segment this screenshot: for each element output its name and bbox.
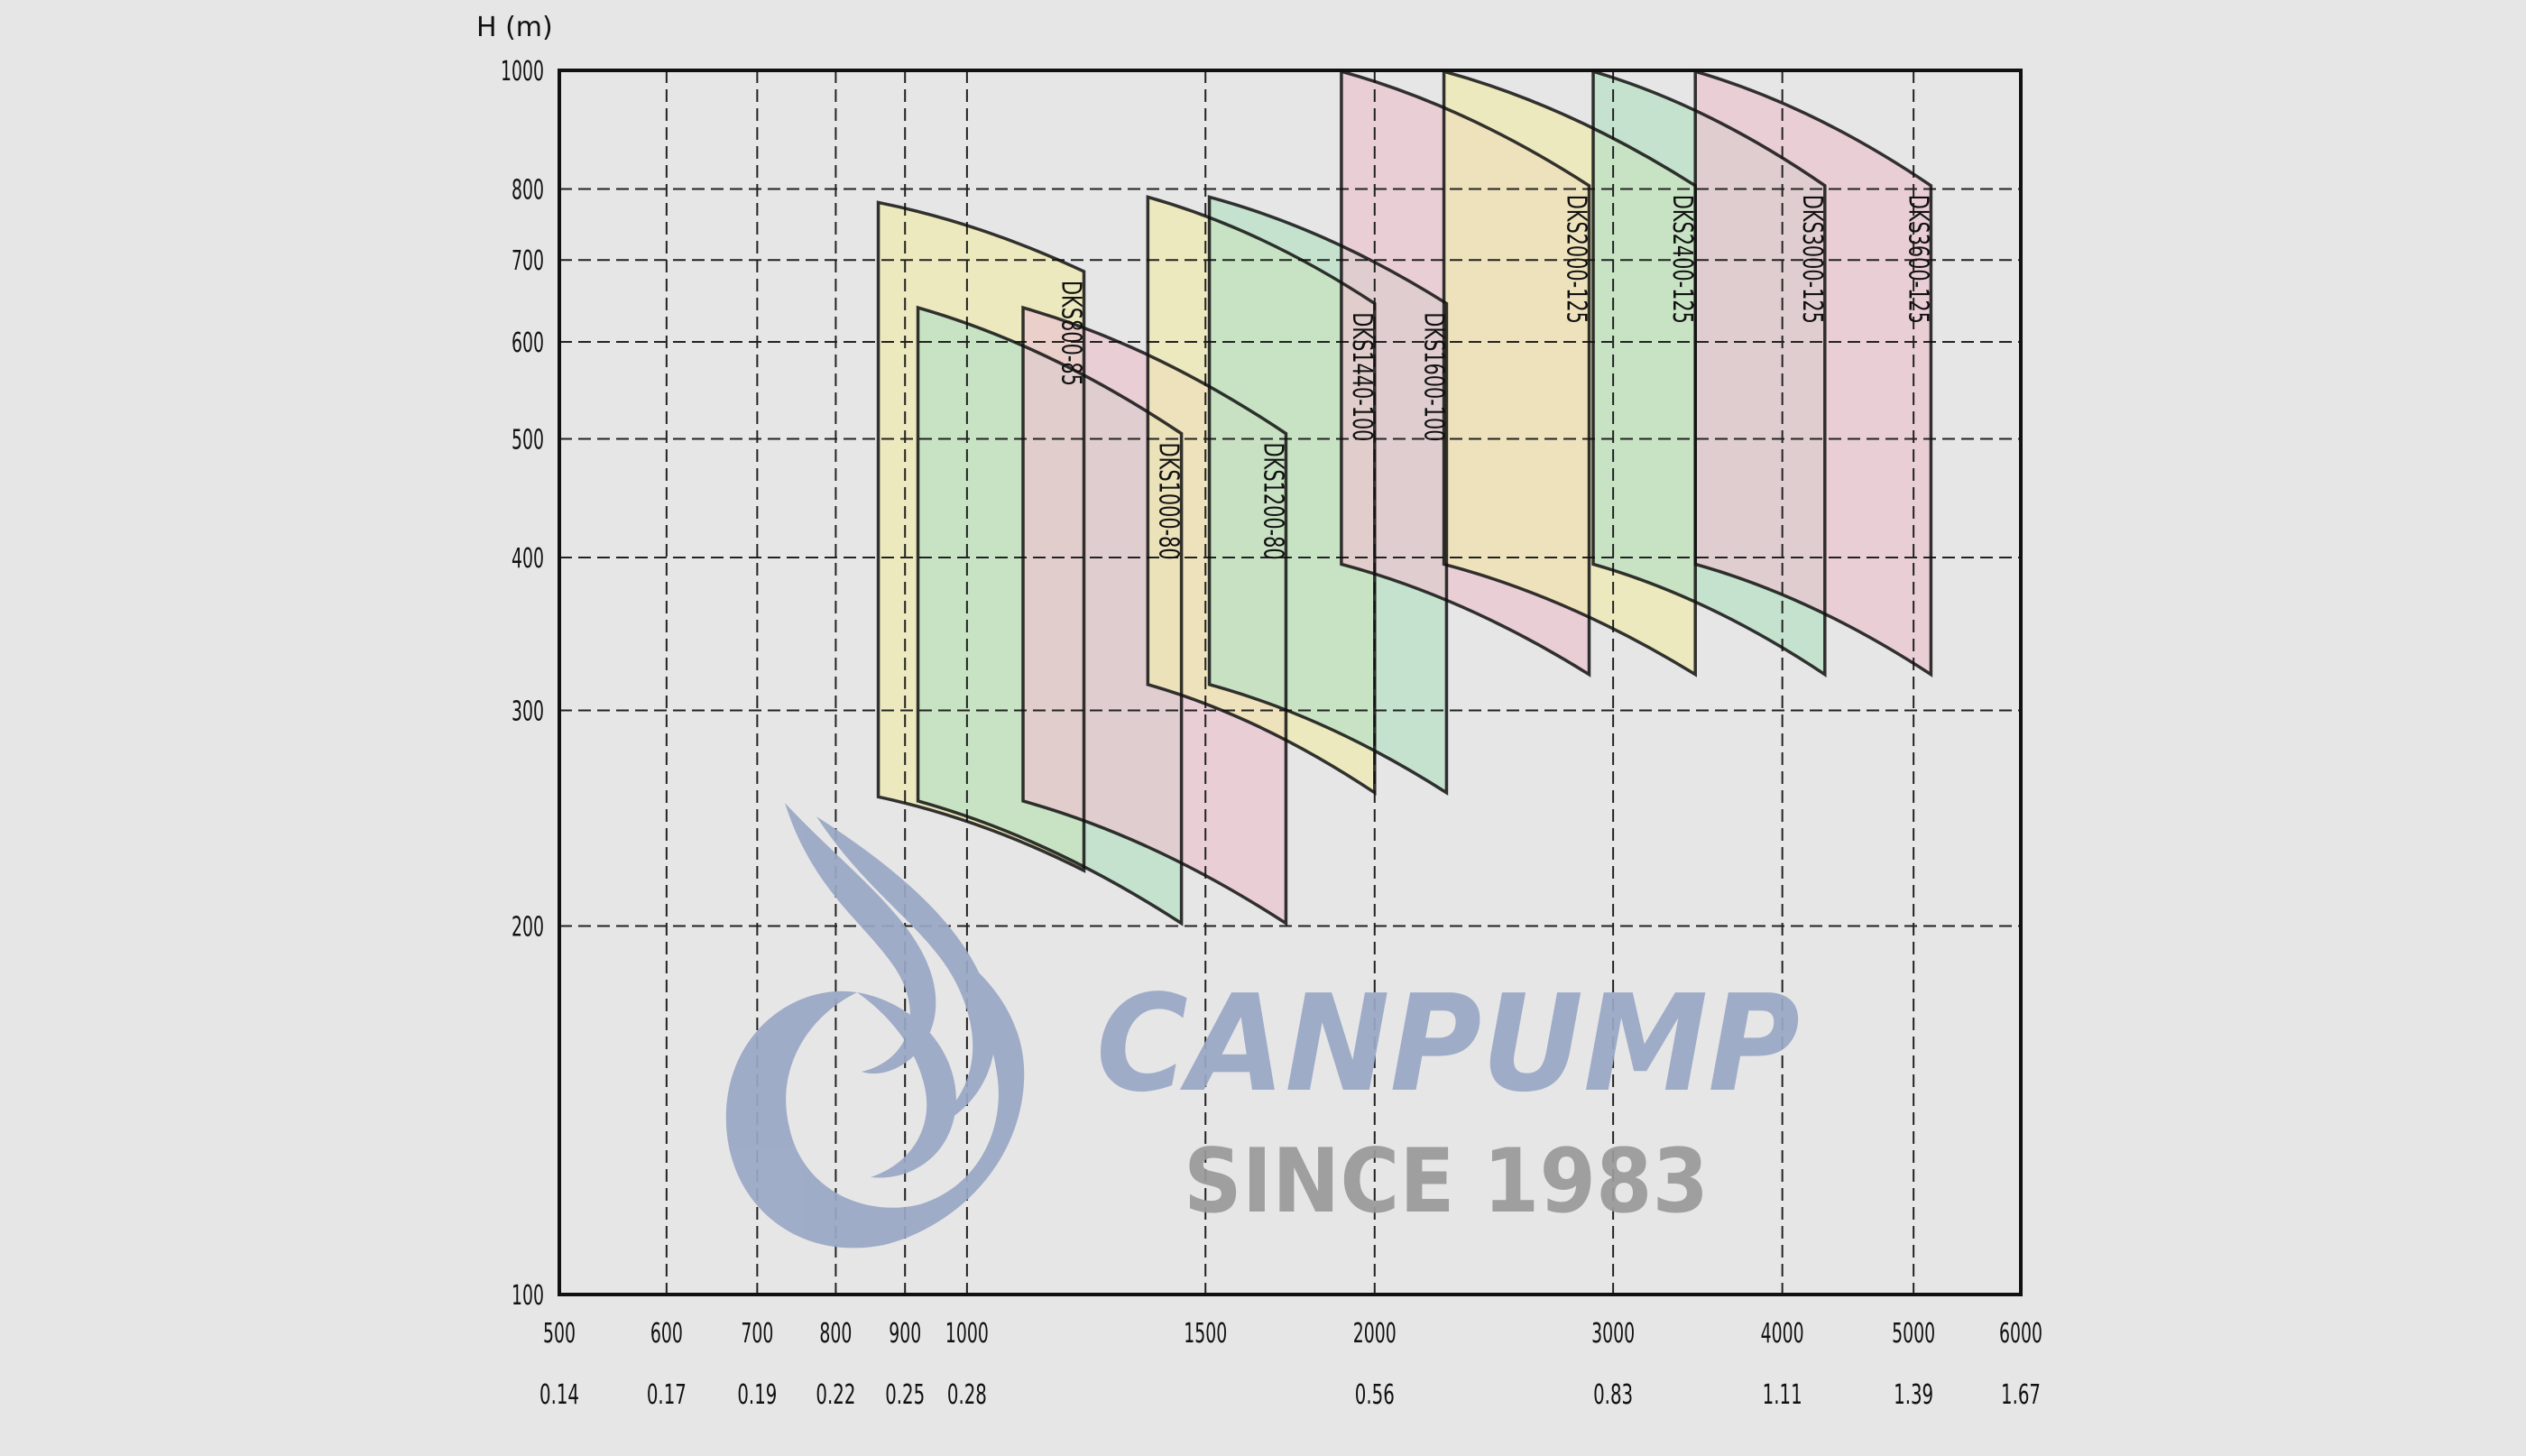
axis-tick-labels: 100 200 300 400 500 600 700 800 1000 500 600 700 800…: [501, 56, 2042, 1411]
region-outline-dks3000-125: [1591, 69, 1827, 677]
y-tick-label-100: 100: [512, 1280, 544, 1312]
x-secondary-label-600: 0.17: [647, 1379, 687, 1411]
y-tick-label-700: 700: [512, 245, 544, 277]
x-tick-label-700: 700: [741, 1318, 773, 1350]
region-outline-dks1200-80: [1021, 305, 1288, 926]
region-outline-dks2400-125: [1442, 69, 1697, 677]
series-outlines: [876, 69, 1933, 926]
region-outline-dks1440-100: [1146, 195, 1377, 796]
x-secondary-label-2000: 0.56: [1355, 1379, 1395, 1411]
series-areas: [878, 71, 1931, 924]
region-dks3600-125: [1695, 71, 1931, 675]
series-label-dks1200-80: DKS1200-80: [1257, 443, 1288, 560]
x-tick-label-1500: 1500: [1184, 1318, 1227, 1350]
x-tick-label-600: 600: [650, 1318, 683, 1350]
y-tick-label-300: 300: [512, 696, 544, 728]
region-outline-dks1600-100: [1207, 195, 1449, 796]
x-tick-label-800: 800: [819, 1318, 852, 1350]
x-secondary-label-700: 0.19: [737, 1379, 777, 1411]
watermark-brand: CANPUMP: [1096, 966, 1800, 1121]
y-tick-label-800: 800: [512, 175, 544, 207]
x-secondary-label-500: 0.14: [539, 1379, 579, 1411]
series-label-dks800-85: DKS800-85: [1056, 281, 1087, 386]
y-tick-label-200: 200: [512, 912, 544, 944]
region-outline-dks3600-125: [1693, 69, 1933, 677]
x-tick-label-5000: 5000: [1892, 1318, 1935, 1350]
x-tick-label-6000: 6000: [1999, 1318, 2042, 1350]
y-tick-label-400: 400: [512, 543, 544, 575]
y-axis-label: H (m): [476, 12, 553, 43]
x-tick-label-900: 900: [889, 1318, 921, 1350]
x-tick-label-2000: 2000: [1353, 1318, 1397, 1350]
series-label-dks1440-100: DKS1440-100: [1346, 312, 1378, 441]
series-label-dks1000-80: DKS1000-80: [1153, 443, 1185, 560]
watermark-tagline: SINCE 1983: [1184, 1130, 1709, 1233]
x-tick-label-500: 500: [543, 1318, 576, 1350]
x-tick-label-4000: 4000: [1761, 1318, 1804, 1350]
watermark: CANPUMP SINCE 1983: [725, 803, 1800, 1249]
x-secondary-label-900: 0.25: [885, 1379, 925, 1411]
x-secondary-label-5000: 1.39: [1894, 1379, 1933, 1411]
x-secondary-label-4000: 1.11: [1763, 1379, 1802, 1411]
y-tick-label-600: 600: [512, 327, 544, 359]
x-secondary-label-3000: 0.83: [1593, 1379, 1633, 1411]
series-label-dks2400-125: DKS2400-125: [1666, 195, 1698, 324]
series-labels: DKS800-85 DKS1000-80 DKS1200-80 DKS1440-100…: [1056, 195, 1934, 560]
x-secondary-label-6000: 1.67: [2001, 1379, 2041, 1411]
x-tick-label-1000: 1000: [945, 1318, 989, 1350]
series-label-dks3600-125: DKS3600-125: [1902, 195, 1933, 324]
plot-frame: [558, 69, 2023, 1296]
region-outline-dks2000-125: [1340, 69, 1591, 677]
x-secondary-label-800: 0.22: [816, 1379, 855, 1411]
y-tick-label-500: 500: [512, 424, 544, 456]
series-label-dks3000-125: DKS3000-125: [1796, 195, 1828, 324]
series-label-dks2000-125: DKS2000-125: [1560, 195, 1591, 324]
region-outline-dks1000-80: [916, 305, 1184, 926]
x-tick-label-3000: 3000: [1591, 1318, 1635, 1350]
region-outline-dks800-85: [876, 200, 1086, 873]
canpump-logo: [725, 803, 1025, 1249]
x-secondary-label-1000: 0.28: [947, 1379, 987, 1411]
y-tick-label-1000: 1000: [501, 56, 544, 88]
